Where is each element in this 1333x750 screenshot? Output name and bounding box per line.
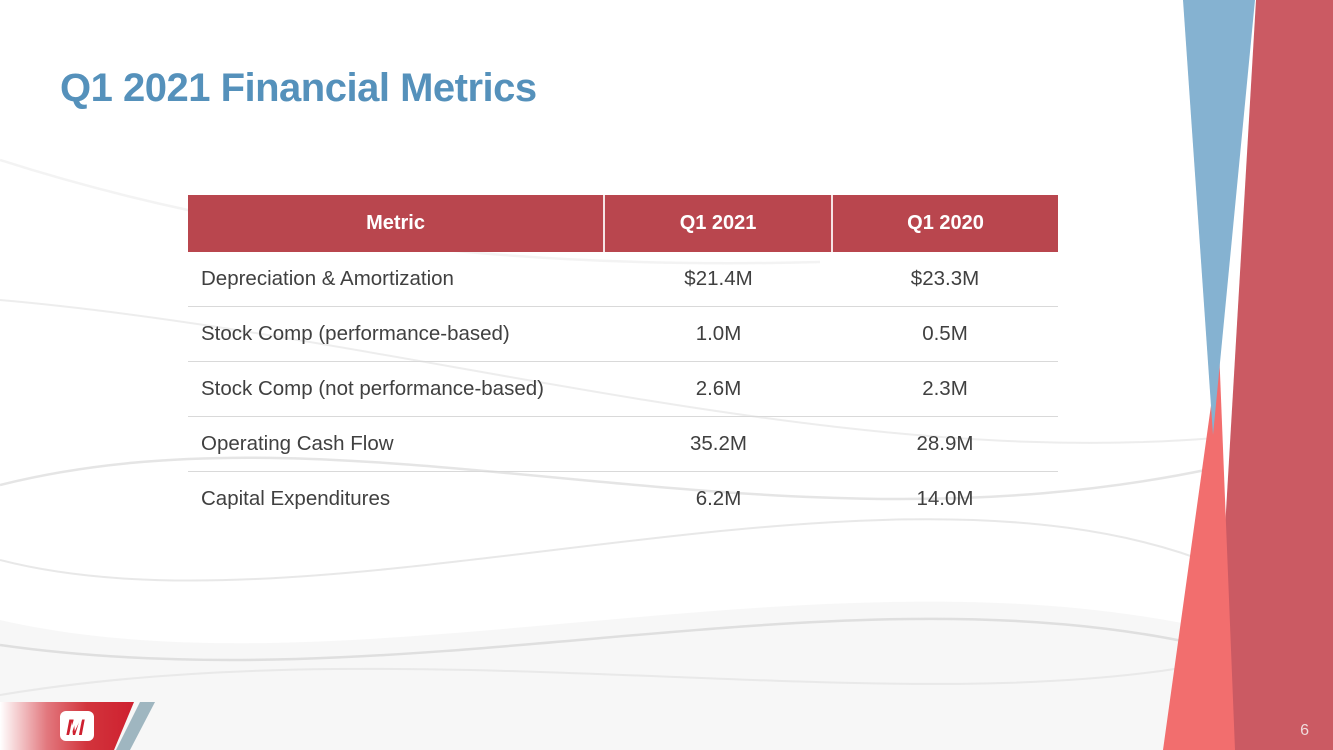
table-row: Capital Expenditures 6.2M 14.0M <box>188 472 1058 526</box>
table-row: Operating Cash Flow 35.2M 28.9M <box>188 417 1058 472</box>
value-cell-q1-2020: 14.0M <box>916 487 974 510</box>
table-header-row: Metric Q1 2021 Q1 2020 <box>188 195 1058 252</box>
light-red-wedge-shape <box>1163 348 1235 750</box>
metric-cell: Stock Comp (performance-based) <box>201 322 510 345</box>
value-cell-q1-2021: 6.2M <box>695 487 742 510</box>
value-cell-q1-2021: 2.6M <box>695 377 742 400</box>
table-row: Stock Comp (performance-based) 1.0M 0.5M <box>188 307 1058 362</box>
value-cell-q1-2021: 1.0M <box>695 322 742 345</box>
dark-red-wedge-shape <box>1212 0 1333 750</box>
metric-cell: Operating Cash Flow <box>201 432 394 455</box>
metric-cell: Stock Comp (not performance-based) <box>201 377 544 400</box>
value-cell-q1-2020: 0.5M <box>922 322 968 345</box>
page-number: 6 <box>1300 722 1309 739</box>
column-header-q1-2021: Q1 2021 <box>603 195 831 252</box>
column-header-q1-2020: Q1 2020 <box>831 195 1058 252</box>
table-row: Depreciation & Amortization $21.4M $23.3… <box>188 252 1058 307</box>
column-header-metric: Metric <box>366 212 425 234</box>
value-cell-q1-2021: $21.4M <box>684 267 753 290</box>
metric-cell: Depreciation & Amortization <box>201 267 454 290</box>
blue-wedge-shape <box>1183 0 1255 435</box>
slide-title: Q1 2021 Financial Metrics <box>60 66 537 110</box>
value-cell-q1-2020: $23.3M <box>910 267 980 290</box>
company-logo: M <box>0 702 155 750</box>
value-cell-q1-2020: 28.9M <box>916 432 974 455</box>
value-cell-q1-2021: 35.2M <box>690 432 747 455</box>
financial-metrics-table: Metric Q1 2021 Q1 2020 Depreciation & Am… <box>188 195 1058 526</box>
value-cell-q1-2020: 2.3M <box>922 377 968 400</box>
corner-decoration <box>1163 0 1333 750</box>
table-row: Stock Comp (not performance-based) 2.6M … <box>188 362 1058 417</box>
metric-cell: Capital Expenditures <box>201 487 391 510</box>
